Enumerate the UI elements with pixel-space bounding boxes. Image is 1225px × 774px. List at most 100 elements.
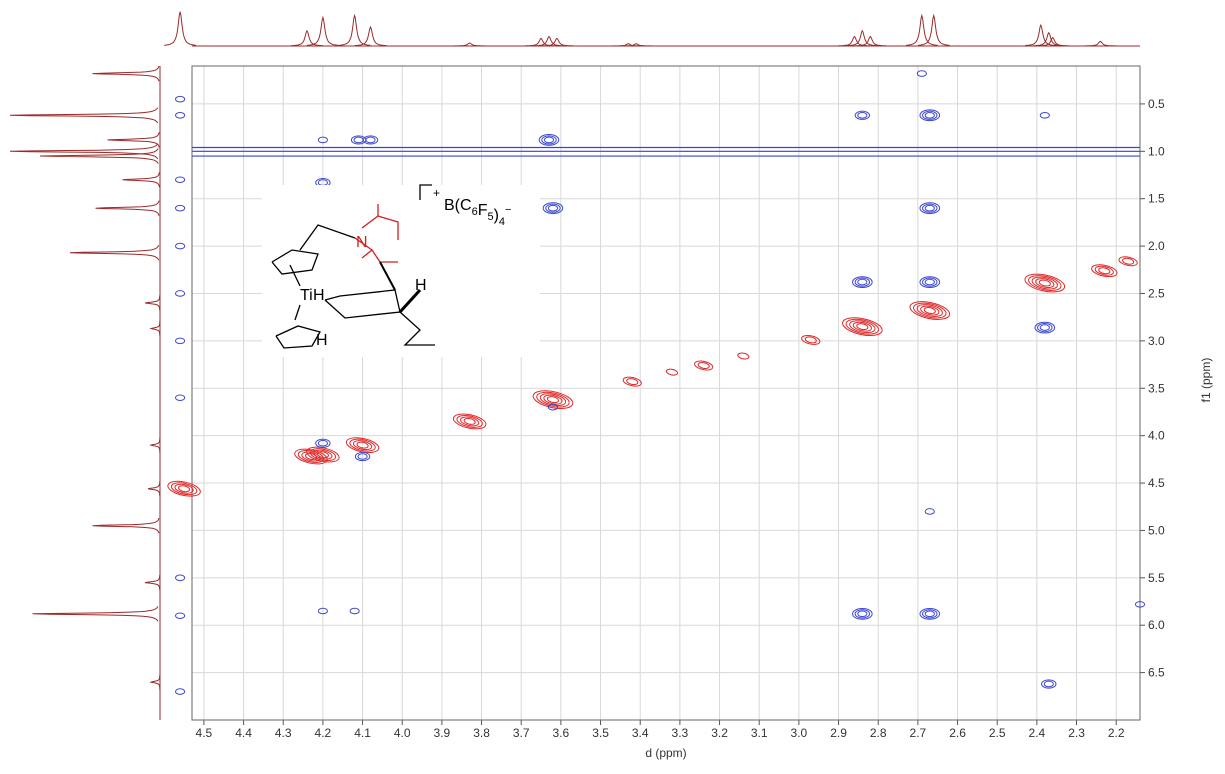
cross-peak (354, 451, 371, 462)
cross-peak (854, 110, 871, 120)
contour (546, 396, 560, 404)
projection-peak (32, 606, 159, 622)
cross-peak (842, 317, 883, 337)
contour (1091, 264, 1118, 278)
contour (857, 278, 868, 286)
x-tick-label: 4.0 (394, 726, 411, 740)
contour (804, 336, 817, 344)
projection-peak (144, 295, 161, 311)
projection-peak (95, 200, 160, 216)
contour (352, 440, 373, 451)
projection-peak (39, 148, 159, 164)
projection-peak (107, 132, 160, 148)
contour (175, 95, 186, 103)
x-tick-label: 4.2 (315, 726, 332, 740)
cross-peak (919, 202, 941, 215)
contour (922, 110, 938, 120)
x-axis-label: d (ppm) (645, 746, 686, 760)
x-tick-label: 3.0 (791, 726, 808, 740)
contour (913, 302, 947, 319)
cross-peak (538, 134, 560, 146)
contour (922, 609, 938, 619)
contour (1041, 679, 1057, 689)
cross-peak (349, 607, 360, 615)
contour (1122, 257, 1135, 265)
contour (349, 607, 360, 615)
contour (1094, 265, 1114, 276)
x-tick-label: 4.3 (275, 726, 292, 740)
x-tick-label: 2.7 (910, 726, 927, 740)
cross-peak (909, 301, 951, 320)
cross-peak (1024, 273, 1066, 293)
contour (1031, 276, 1058, 290)
projection-peak (147, 481, 161, 497)
contour (857, 610, 868, 618)
contour (1037, 323, 1053, 333)
contour (317, 607, 328, 615)
contour (175, 176, 186, 184)
contour (536, 391, 570, 408)
projection-peak (838, 35, 871, 47)
contour (697, 362, 710, 369)
contour (306, 446, 340, 463)
cross-peak (801, 334, 821, 345)
cross-peak (175, 111, 186, 119)
contour (1098, 267, 1111, 275)
y-tick-label: 4.0 (1148, 429, 1165, 443)
contour (852, 276, 873, 289)
bond (379, 261, 396, 291)
y-tick-label: 0.5 (1148, 97, 1165, 111)
structure-label: H (415, 277, 427, 294)
structure-label: H (316, 332, 328, 349)
bond (271, 249, 319, 275)
contour (924, 111, 935, 119)
projection-peak (338, 13, 371, 46)
contour (916, 70, 927, 77)
contour (174, 483, 194, 494)
counterion-part: ) (494, 207, 499, 224)
bond (361, 215, 399, 240)
cross-peak (737, 352, 750, 360)
contour (854, 609, 871, 619)
x-tick-label: 3.6 (553, 726, 570, 740)
y-tick-label: 3.0 (1148, 334, 1165, 348)
x-tick-label: 3.3 (672, 726, 689, 740)
contour (313, 449, 333, 460)
contour (857, 111, 868, 119)
contour (460, 416, 480, 427)
bond (294, 304, 301, 321)
contour (365, 136, 376, 144)
contour (909, 301, 951, 320)
cross-peak (852, 607, 873, 620)
contour (924, 204, 935, 212)
y-tick-label: 5.5 (1148, 571, 1165, 585)
cross-peak (1039, 111, 1050, 119)
counterion-part: 6 (472, 206, 478, 218)
contour (923, 307, 936, 315)
cross-peak (175, 337, 186, 345)
y-tick-label: 6.0 (1148, 618, 1165, 632)
cross-peak (175, 176, 186, 184)
y-tick-label: 2.0 (1148, 239, 1165, 253)
x-tick-label: 3.2 (711, 726, 728, 740)
contour (175, 574, 186, 582)
contour (924, 610, 935, 618)
contour (626, 378, 639, 386)
cross-peak (622, 376, 642, 387)
projection-peak (854, 35, 887, 47)
contour (852, 607, 873, 620)
contour (919, 276, 941, 289)
projection-peak (906, 13, 938, 46)
contour (170, 482, 198, 496)
cross-peak (1134, 601, 1146, 608)
cross-peak (919, 109, 941, 122)
contour (694, 360, 714, 371)
contour (175, 394, 186, 402)
x-tick-label: 2.9 (830, 726, 847, 740)
contour (345, 437, 380, 454)
projection-peak (541, 37, 573, 47)
contour (856, 323, 869, 331)
contour (175, 688, 186, 695)
projection-peak (1025, 23, 1057, 46)
cross-peak (175, 95, 186, 103)
